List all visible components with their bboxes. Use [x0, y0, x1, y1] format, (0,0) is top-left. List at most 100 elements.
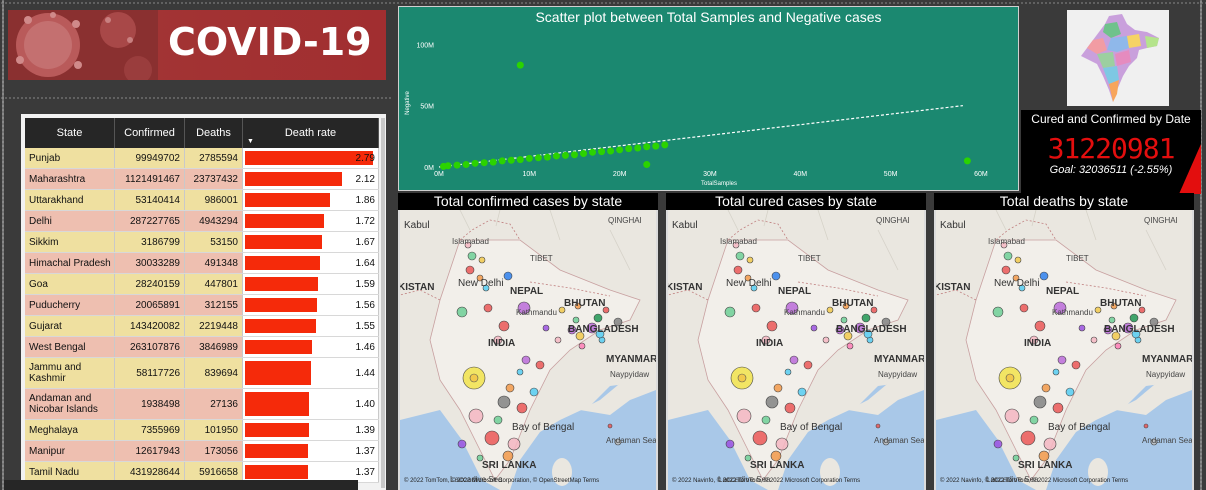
state-bubble [1012, 454, 1020, 462]
map-area[interactable]: Kabul Islamabad QINGHAI TIBET KISTAN New Delh… [668, 210, 924, 490]
table-body: Punjab 99949702 2785594 2.79 Maharashtra 1121… [25, 148, 379, 483]
state-bubble [770, 450, 782, 462]
map-label-sri-lanka: SRI LANKA [1018, 460, 1073, 471]
x-tick-label: 50M [884, 171, 898, 178]
state-bubble [771, 271, 781, 281]
scatter-point [634, 144, 642, 152]
table-row[interactable]: Goa 28240159 447801 1.59 [25, 274, 379, 295]
table-row[interactable]: Himachal Pradesh 30033289 491348 1.64 [25, 253, 379, 274]
map-attribution[interactable]: © 2022 Navinfo, © 2022 TomTom, © 2022 Mi… [940, 478, 1129, 484]
state-bubble [733, 265, 743, 275]
kpi-card: Cured and Confirmed by Date 31220981 Goa… [1021, 110, 1201, 194]
table-row[interactable]: Puducherry 20065891 312155 1.56 [25, 295, 379, 316]
state-bubble [575, 331, 585, 341]
nepal-border [529, 281, 611, 297]
state-bubble [1094, 306, 1102, 314]
map-label-laccadive: Laccadive Sea [986, 475, 1039, 484]
death-rate-value: 1.59 [355, 278, 375, 290]
header-deaths[interactable]: Deaths [185, 118, 243, 148]
map-area[interactable]: Kabul Islamabad QINGHAI TIBET KISTAN New Delh… [400, 210, 656, 490]
state-bubble [521, 355, 531, 365]
cell-deaths: 986001 [185, 190, 243, 210]
map-label-bay-of-bengal: Bay of Bengal [1048, 422, 1111, 433]
northern-border [459, 219, 521, 241]
map-label-bangladesh: BANGLADESH [568, 324, 639, 335]
header-death-rate[interactable]: Death rate ▼ [243, 118, 379, 148]
map-label-kathmandu: Kathmandu [1052, 308, 1093, 317]
map-attribution[interactable]: © 2022 TomTom, © 2022 Microsoft Corporat… [404, 478, 600, 484]
cell-confirmed: 7355969 [115, 420, 185, 440]
table-row[interactable]: Gujarat 143420082 2219448 1.55 [25, 316, 379, 337]
state-bubble [478, 256, 486, 264]
table-row[interactable]: Andaman and Nicobar Islands 1938498 27136 1… [25, 389, 379, 420]
kpi-value: 31220981 [1047, 132, 1176, 165]
state-bubble [1029, 335, 1039, 345]
india-mini-map[interactable] [1067, 10, 1169, 106]
cell-death-rate: 1.59 [243, 274, 379, 294]
scatter-point [643, 143, 651, 151]
table-row[interactable]: West Bengal 263107876 3846989 1.46 [25, 337, 379, 358]
cell-death-rate: 1.37 [243, 441, 379, 461]
table-row[interactable]: Uttarakhand 53140414 986001 1.86 [25, 190, 379, 211]
state-bubble [1003, 251, 1013, 261]
state-bubble [1138, 306, 1146, 314]
table-row[interactable]: Delhi 287227765 4943294 1.72 [25, 211, 379, 232]
table-row[interactable]: Manipur 12617943 173056 1.37 [25, 441, 379, 462]
state-bubble [861, 313, 871, 323]
state-bubble [735, 251, 745, 261]
state-bubble [784, 402, 796, 414]
map-attribution[interactable]: © 2022 Navinfo, © 2022 TomTom, © 2022 Mi… [672, 478, 861, 484]
cell-death-rate: 1.56 [243, 295, 379, 315]
state-bubble [614, 438, 622, 446]
scatter-point [661, 141, 669, 149]
table-row[interactable]: Jammu and Kashmir 58117726 839694 1.44 [25, 358, 379, 389]
header-state[interactable]: State [25, 118, 115, 148]
state-bubble [797, 387, 807, 397]
state-bubble [842, 302, 850, 310]
state-bubble [572, 316, 580, 324]
sri-lanka-land [820, 458, 840, 486]
state-bubble [578, 342, 586, 350]
canvas-divider-left [2, 0, 4, 490]
state-bubble [1014, 256, 1022, 264]
cell-death-rate: 1.55 [243, 316, 379, 336]
cell-state: Andaman and Nicobar Islands [25, 389, 115, 419]
map-label-india: INDIA [756, 338, 784, 349]
death-rate-bar [245, 319, 316, 333]
state-bubble [1111, 331, 1121, 341]
state-bubble [1000, 241, 1008, 249]
state-bubble [744, 454, 752, 462]
death-rate-value: 1.67 [355, 236, 375, 248]
table-row[interactable]: Punjab 99949702 2785594 2.79 [25, 148, 379, 169]
cell-state: Sikkim [25, 232, 115, 252]
myanmar-coast [848, 370, 924, 415]
state-bubble [1057, 355, 1067, 365]
table-scrollbar[interactable] [381, 118, 385, 488]
state-bubble [882, 438, 890, 446]
state-bubble [567, 325, 577, 335]
death-rate-value: 1.37 [355, 445, 375, 457]
cell-state: Delhi [25, 211, 115, 231]
cell-deaths: 491348 [185, 253, 243, 273]
header-confirmed[interactable]: Confirmed [115, 118, 185, 148]
cell-death-rate: 2.79 [243, 148, 379, 168]
table-row[interactable]: Sikkim 3186799 53150 1.67 [25, 232, 379, 253]
sri-lanka-land [552, 458, 572, 486]
table-row[interactable]: Maharashtra 1121491467 23737432 2.12 [25, 169, 379, 190]
state-bubble [1143, 423, 1149, 429]
table-row[interactable]: Meghalaya 7355969 101950 1.39 [25, 420, 379, 441]
map-label-nepal: NEPAL [1046, 286, 1080, 297]
map-area[interactable]: Kabul Islamabad QINGHAI TIBET KISTAN New Delh… [936, 210, 1192, 490]
death-rate-bar [245, 172, 342, 186]
canvas-divider-top [0, 2, 1206, 4]
sort-desc-icon[interactable]: ▼ [247, 138, 254, 145]
cell-confirmed: 287227765 [115, 211, 185, 231]
death-rate-bar [245, 444, 308, 458]
death-rate-value: 1.72 [355, 215, 375, 227]
map-label-nepal: NEPAL [778, 286, 812, 297]
scatter-title: Scatter plot between Total Samples and N… [535, 9, 882, 25]
state-bubble [1052, 402, 1064, 414]
state-bubble [498, 320, 510, 332]
cell-confirmed: 263107876 [115, 337, 185, 357]
state-bubble [1122, 322, 1134, 334]
